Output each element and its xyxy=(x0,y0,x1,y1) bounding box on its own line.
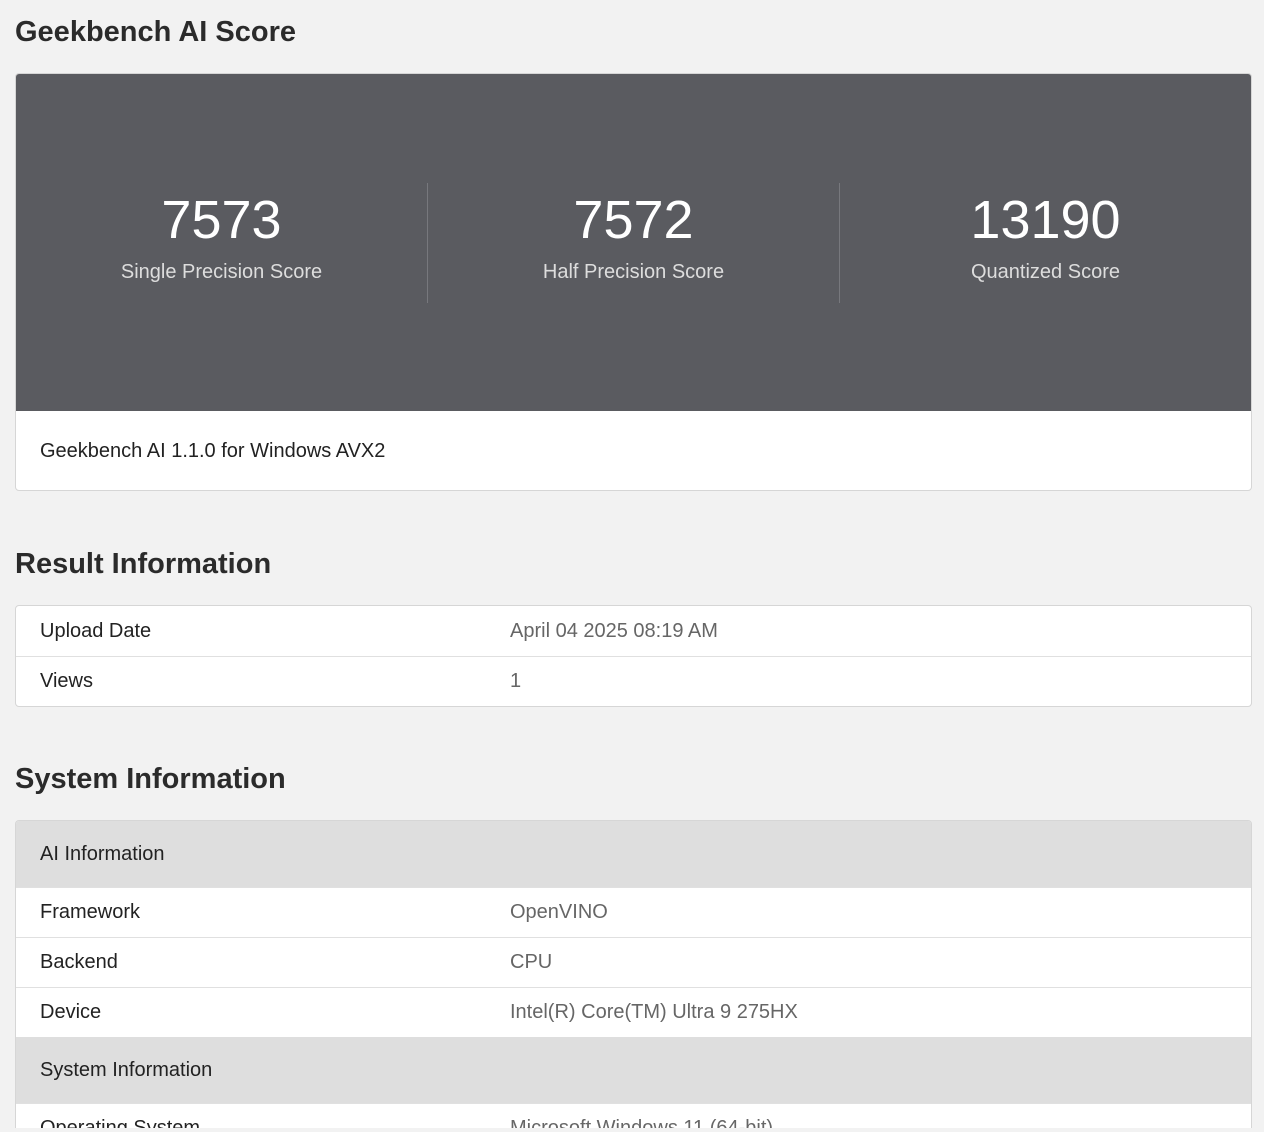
table-row: Device Intel(R) Core(TM) Ultra 9 275HX xyxy=(16,987,1251,1037)
score-title: Geekbench AI Score xyxy=(15,16,296,48)
row-key: Views xyxy=(40,670,93,692)
row-key: Backend xyxy=(40,951,118,973)
score-label: Single Precision Score xyxy=(120,261,323,283)
version-text: Geekbench AI 1.1.0 for Windows AVX2 xyxy=(40,440,386,462)
score-value: 13190 xyxy=(970,190,1121,250)
score-card: 7573 Single Precision Score 7572 Half Prec… xyxy=(15,73,1252,491)
ai-info-header: AI Information xyxy=(16,821,1251,887)
score-value: 7572 xyxy=(573,190,694,250)
row-key: Upload Date xyxy=(40,619,152,642)
row-value: OpenVINO xyxy=(510,901,608,923)
viewport-edge xyxy=(0,1128,1264,1132)
row-key: Device xyxy=(40,1001,102,1023)
table-row: Views 1 xyxy=(16,656,1251,706)
system-info-header: System Information xyxy=(16,1037,1251,1103)
row-value: Intel(R) Core(TM) Ultra 9 275HX xyxy=(510,1001,798,1023)
score-panel: 7573 Single Precision Score 7572 Half Prec… xyxy=(16,74,1251,411)
score-value: 7573 xyxy=(161,190,282,250)
single-precision-score: 7573 Single Precision Score xyxy=(16,183,427,303)
table-row: Upload Date April 04 2025 08:19 AM xyxy=(16,606,1251,656)
result-info-title: Result Information xyxy=(15,548,272,580)
system-info-table: AI Information Framework OpenVINO Backend… xyxy=(15,820,1252,1132)
score-label: Half Precision Score xyxy=(542,261,725,283)
result-info-table: Upload Date April 04 2025 08:19 AM Views 1 xyxy=(15,605,1252,707)
table-row: Framework OpenVINO xyxy=(16,887,1251,937)
row-key: Framework xyxy=(40,901,141,923)
half-precision-score: 7572 Half Precision Score xyxy=(427,182,839,303)
table-row: Backend CPU xyxy=(16,937,1251,987)
row-value: April 04 2025 08:19 AM xyxy=(510,619,718,642)
quantized-score: 13190 Quantized Score xyxy=(839,182,1251,303)
row-value: 1 xyxy=(510,670,522,692)
score-label: Quantized Score xyxy=(971,261,1120,283)
system-info-title: System Information xyxy=(15,763,286,795)
row-value: CPU xyxy=(510,951,553,973)
